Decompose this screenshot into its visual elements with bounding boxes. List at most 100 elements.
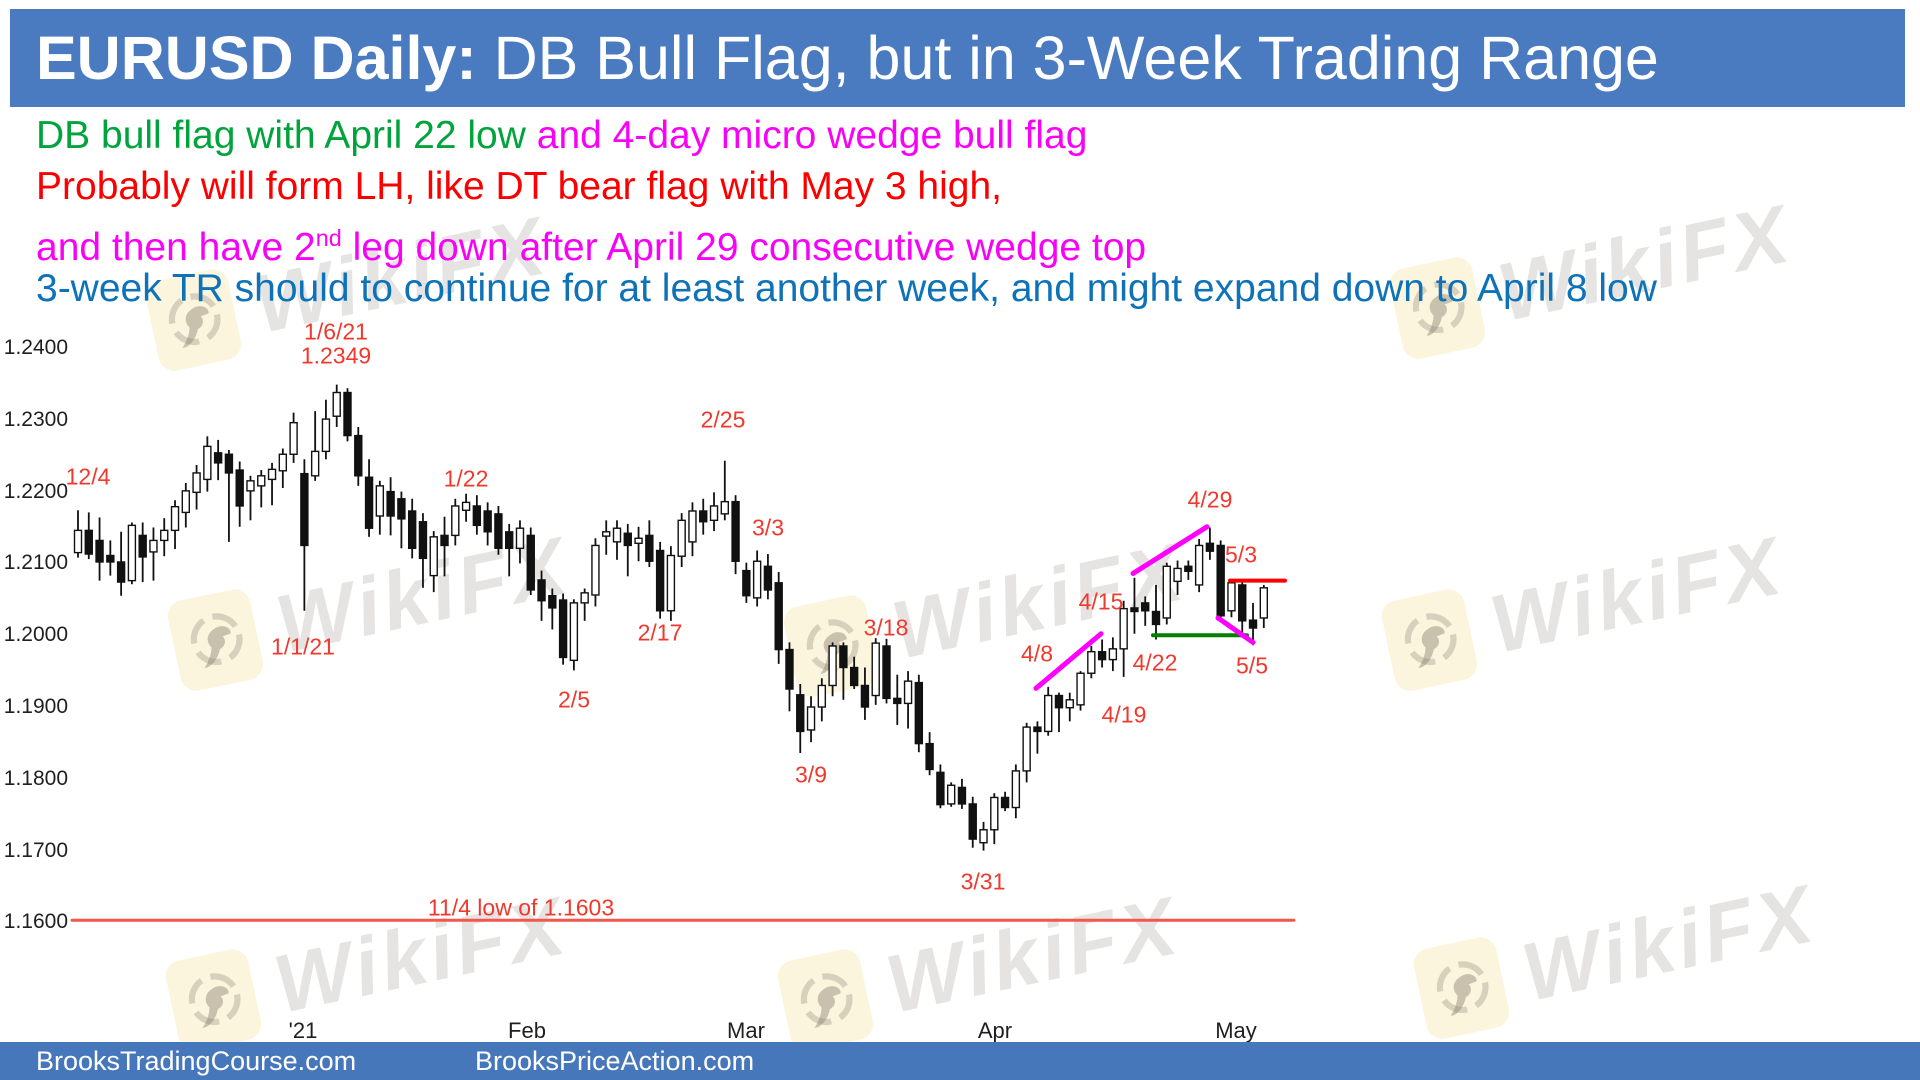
candle-body: [354, 434, 363, 477]
candle-body: [213, 452, 223, 464]
candle-body: [914, 681, 924, 745]
candle-body: [817, 684, 827, 708]
chart-date-label: 2/5: [558, 686, 590, 713]
candle-body: [95, 539, 104, 563]
y-axis-tick: 1.1600: [3, 910, 68, 934]
candle-body: [1022, 726, 1031, 772]
chart-date-label: 4/8: [1021, 640, 1053, 667]
candle-body: [160, 529, 169, 542]
y-axis-tick: 1.1900: [3, 695, 68, 718]
candle-body: [903, 680, 913, 705]
footer-brooks-price-action: BrooksPriceAction.com: [475, 1045, 755, 1076]
candle-body: [375, 485, 385, 517]
candle-body: [957, 786, 967, 805]
header-bar: EURUSD Daily: DB Bull Flag, but in 3-Wee…: [10, 9, 1905, 107]
footer-bar: BrooksTradingCourse.com BrooksPriceActio…: [0, 1042, 1920, 1080]
candle-body: [127, 524, 137, 582]
note-micro-wedge: and 4-day micro wedge bull flag: [536, 114, 1088, 157]
candle-body: [925, 742, 934, 771]
candle-body: [699, 510, 708, 523]
candle-body: [623, 532, 632, 547]
candle-body: [677, 519, 686, 557]
candle-body: [548, 595, 557, 609]
candle-body: [1151, 610, 1161, 626]
x-axis-tick: Apr: [977, 1018, 1013, 1043]
candle-body: [483, 510, 492, 533]
candle-body: [558, 599, 568, 659]
candle-body: [882, 645, 891, 700]
chart-date-label: 3/31: [960, 868, 1006, 895]
candle-body: [849, 666, 859, 687]
chart-date-label: 2/17: [637, 619, 683, 646]
candle-body: [224, 453, 234, 474]
candle-body: [1065, 699, 1074, 709]
candle-body: [1054, 694, 1064, 709]
chart-date-label: 12/4: [65, 463, 111, 490]
candle-body: [1173, 567, 1182, 583]
candle-body: [1000, 796, 1010, 809]
note-bull-flag: DB bull flag with April 22 low: [36, 114, 537, 157]
candle-body: [1248, 619, 1258, 629]
candle-body: [720, 500, 729, 515]
note-line-4: 3-week TR should to continue for at leas…: [36, 267, 1657, 310]
footer-brooks-trading-course: BrooksTradingCourse.com: [36, 1045, 357, 1076]
candle-body: [1087, 651, 1096, 674]
chart-date-label: 5/5: [1236, 652, 1268, 679]
candle-body: [537, 579, 546, 602]
candle-body: [116, 561, 126, 583]
candle-body: [84, 529, 93, 555]
candle-body: [526, 534, 535, 591]
candle-body: [785, 648, 794, 690]
candle-body: [968, 803, 977, 840]
candle-body: [752, 560, 762, 599]
candle-body: [1205, 542, 1215, 552]
page-title: EURUSD Daily: DB Bull Flag, but in 3-Wee…: [10, 23, 1659, 93]
candle-body: [267, 468, 277, 481]
chart-date-label: 1.2349: [300, 342, 372, 369]
candle-body: [645, 534, 654, 562]
note-line-2: Probably will form LH, like DT bear flag…: [36, 165, 1002, 208]
candle-body: [1141, 602, 1150, 612]
y-axis-tick: 1.2400: [3, 336, 68, 359]
chart-date-label: 4/15: [1078, 588, 1124, 615]
y-axis-tick: 1.1700: [3, 838, 68, 862]
candle-body: [1097, 651, 1107, 661]
candle-body: [1184, 565, 1193, 572]
x-axis-tick: May: [1215, 1018, 1257, 1043]
candle-body: [860, 684, 870, 708]
candle-body: [871, 642, 880, 697]
y-axis-tick: 1.1800: [3, 766, 68, 790]
candle-body: [1119, 607, 1128, 650]
y-axis-tick: 1.2200: [3, 479, 68, 503]
candle-body: [806, 706, 816, 731]
candle-body: [1108, 648, 1118, 661]
candle-body: [1227, 582, 1236, 612]
candle-body: [774, 582, 783, 651]
x-axis-tick: '21: [288, 1018, 318, 1043]
candle-body: [181, 490, 191, 514]
y-axis-tick: 1.2300: [3, 407, 68, 431]
candle-body: [612, 527, 622, 543]
candle-body: [203, 445, 212, 481]
candle-body: [386, 490, 395, 517]
candle-body: [451, 505, 460, 537]
candle-body: [257, 475, 266, 487]
candle-body: [936, 771, 945, 806]
candle-body: [170, 505, 180, 532]
candle-body: [1259, 587, 1269, 619]
candle-body: [494, 513, 503, 550]
candle-body: [990, 796, 999, 831]
chart-date-label: 11/4 low of 1.1603: [427, 894, 615, 921]
candle-body: [946, 784, 956, 805]
candle-body: [472, 505, 482, 527]
candle-body: [763, 565, 773, 591]
candle-body: [591, 544, 600, 596]
candle-body: [418, 521, 428, 560]
candle-body: [1238, 584, 1247, 622]
chart-date-label: 4/19: [1101, 701, 1147, 728]
note-line-1: DB bull flag with April 22 low and 4-day…: [36, 114, 1087, 158]
candle-body: [655, 549, 665, 612]
